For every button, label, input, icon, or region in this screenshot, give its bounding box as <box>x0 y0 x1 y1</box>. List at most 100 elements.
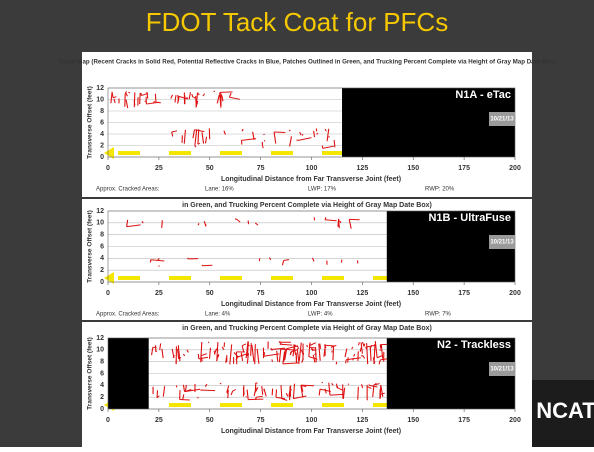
crack <box>328 137 329 138</box>
x-tick-label: 100 <box>306 290 318 297</box>
x-tick-label: 75 <box>257 417 265 424</box>
lane-dash <box>220 276 242 280</box>
y-tick-label: 4 <box>100 382 104 389</box>
footer-text: LWP: 17% <box>308 187 337 193</box>
y-tick-label: 12 <box>96 208 104 215</box>
y-tick-label: 0 <box>100 154 104 161</box>
x-tick-label: 0 <box>106 165 110 172</box>
lane-dash <box>271 276 293 280</box>
footer-text: Approx. Cracked Areas: <box>96 187 160 193</box>
panel-title: Crack Map (Recent Cracks in Solid Red, P… <box>58 59 555 66</box>
crack <box>266 395 267 396</box>
y-tick-label: 2 <box>100 394 104 401</box>
lane-dash <box>169 151 191 155</box>
y-tick-label: 2 <box>100 142 104 149</box>
crack <box>272 389 273 396</box>
incomplete-region <box>108 338 149 409</box>
x-axis-label: Longitudinal Distance from Far Transvers… <box>221 301 401 308</box>
crack <box>274 132 285 133</box>
x-tick-label: 150 <box>407 165 419 172</box>
y-tick-label: 10 <box>96 347 104 354</box>
crack <box>276 390 277 398</box>
crack <box>140 93 141 104</box>
crack <box>341 260 342 263</box>
y-tick-label: 6 <box>100 243 104 250</box>
crack <box>348 384 349 385</box>
slide-title: FDOT Tack Coat for PFCs <box>146 7 448 37</box>
panel-label: N1B - UltraFuse <box>428 212 511 224</box>
crack <box>128 92 130 93</box>
x-tick-label: 175 <box>458 417 470 424</box>
y-tick-label: 2 <box>100 267 104 274</box>
x-tick-label: 175 <box>458 290 470 297</box>
crack <box>330 394 344 395</box>
crack <box>264 134 265 135</box>
x-tick-label: 100 <box>306 165 318 172</box>
footer-text: Lane: 4% <box>205 312 231 318</box>
x-tick-label: 50 <box>206 290 214 297</box>
y-axis-label: Transverse Offset (feet) <box>87 210 94 283</box>
x-tick-label: 175 <box>458 165 470 172</box>
lane-dash <box>322 403 344 407</box>
footer-text: RWP: 20% <box>425 187 455 193</box>
panel-label: N1A - eTac <box>455 89 511 101</box>
logo: NCAT <box>536 398 594 423</box>
y-tick-label: 10 <box>96 96 104 103</box>
y-tick-label: 0 <box>100 406 104 413</box>
crack <box>197 397 198 398</box>
lane-dash <box>118 151 140 155</box>
crack <box>255 344 256 364</box>
y-tick-label: 12 <box>96 335 104 342</box>
panel-label: N2 - Trackless <box>437 339 511 351</box>
x-tick-label: 25 <box>155 165 163 172</box>
y-tick-label: 4 <box>100 255 104 262</box>
x-tick-label: 125 <box>357 417 369 424</box>
y-tick-label: 0 <box>100 279 104 286</box>
crack <box>220 383 221 384</box>
crack <box>316 134 318 135</box>
y-tick-label: 10 <box>96 220 104 227</box>
crack <box>338 219 339 227</box>
crack <box>325 345 334 346</box>
lane-dash <box>322 151 344 155</box>
footer-text: RWP: 7% <box>425 312 452 318</box>
crack <box>156 351 157 352</box>
crack <box>376 383 377 385</box>
y-tick-label: 6 <box>100 370 104 377</box>
footer-text: LWP: 4% <box>308 312 333 318</box>
date-label: 10/21/13 <box>490 240 514 246</box>
crack <box>198 143 200 144</box>
lane-dash <box>271 403 293 407</box>
x-tick-label: 200 <box>509 290 521 297</box>
footer-text: Lane: 16% <box>205 187 234 193</box>
x-tick-label: 25 <box>155 417 163 424</box>
x-tick-label: 25 <box>155 290 163 297</box>
crack <box>333 345 334 360</box>
x-axis-label: Longitudinal Distance from Far Transvers… <box>221 176 401 183</box>
lane-dash <box>169 276 191 280</box>
crack <box>162 220 163 228</box>
crack <box>316 347 317 362</box>
x-tick-label: 200 <box>509 417 521 424</box>
crack <box>246 397 247 398</box>
y-axis-label: Transverse Offset (feet) <box>87 86 94 159</box>
x-tick-label: 0 <box>106 417 110 424</box>
crack <box>251 343 252 356</box>
crack <box>380 350 382 351</box>
x-tick-label: 125 <box>357 290 369 297</box>
panel-title: in Green, and Trucking Percent Complete … <box>182 202 432 209</box>
lane-dash <box>220 403 242 407</box>
lane-dash <box>271 151 293 155</box>
x-tick-label: 150 <box>407 290 419 297</box>
crack <box>334 140 335 147</box>
x-tick-label: 200 <box>509 165 521 172</box>
crack <box>145 101 146 102</box>
x-tick-label: 50 <box>206 417 214 424</box>
y-tick-label: 12 <box>96 85 104 92</box>
lane-dash <box>118 276 140 280</box>
y-tick-label: 8 <box>100 232 104 239</box>
crack <box>289 130 290 131</box>
panel-title: in Green, and Trucking Percent Complete … <box>182 325 432 332</box>
y-tick-label: 6 <box>100 119 104 126</box>
